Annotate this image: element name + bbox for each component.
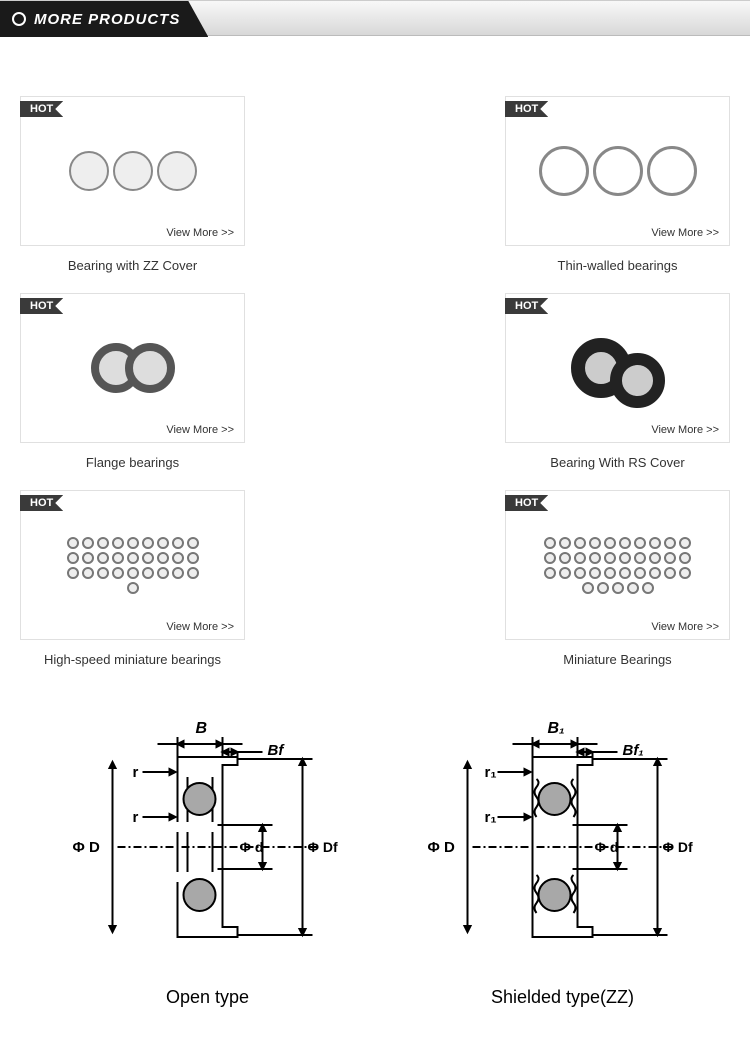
product-image-box[interactable]: HOT View More >> <box>505 96 730 246</box>
header-tab: MORE PRODUCTS <box>0 1 208 37</box>
diagram-open-type: B Bf r r Φ D Φ d Φ Df Open type <box>40 717 375 1008</box>
product-card: HOT View More >> Bearing With RS Cover <box>505 293 730 470</box>
label-B: B <box>196 720 208 737</box>
view-more-link[interactable]: View More >> <box>166 424 234 436</box>
diagram-shielded-type: B₁ Bf₁ r₁ r₁ Φ D Φ d Φ Df Shielded type(… <box>395 717 730 1008</box>
product-thumb <box>538 537 698 594</box>
product-card: HOT View More >> Miniature Bearings <box>505 490 730 667</box>
view-more-link[interactable]: View More >> <box>166 621 234 633</box>
product-image-box[interactable]: HOT View More >> <box>505 293 730 443</box>
diagram-row: B Bf r r Φ D Φ d Φ Df Open type <box>0 687 750 1038</box>
view-more-link[interactable]: View More >> <box>651 621 719 633</box>
product-image-box[interactable]: HOT View More >> <box>20 490 245 640</box>
label-d: Φ d <box>240 839 264 855</box>
product-thumb <box>91 343 175 393</box>
product-image-box[interactable]: HOT View More >> <box>505 490 730 640</box>
product-image-box[interactable]: HOT View More >> <box>20 293 245 443</box>
label-r-top: r <box>133 764 139 781</box>
product-thumb <box>571 328 665 408</box>
product-thumb <box>63 537 203 594</box>
product-card: HOT View More >> Bearing with ZZ Cover <box>20 96 245 273</box>
view-more-link[interactable]: View More >> <box>651 424 719 436</box>
label-Bf: Bf₁ <box>623 742 644 759</box>
label-B: B₁ <box>548 720 565 737</box>
product-caption: Thin-walled bearings <box>558 258 678 273</box>
hot-badge: HOT <box>505 298 548 314</box>
hot-badge: HOT <box>20 101 63 117</box>
label-D: Φ D <box>428 839 455 856</box>
hot-badge: HOT <box>20 298 63 314</box>
product-caption: Bearing with ZZ Cover <box>68 258 197 273</box>
open-type-svg: B Bf r r Φ D Φ d Φ Df <box>40 717 375 977</box>
product-thumb <box>539 146 697 196</box>
product-caption: Miniature Bearings <box>563 652 671 667</box>
hot-badge: HOT <box>20 495 63 511</box>
product-card: HOT View More >> Thin-walled bearings <box>505 96 730 273</box>
product-thumb <box>69 151 197 191</box>
hot-badge: HOT <box>505 495 548 511</box>
label-r-top: r₁ <box>485 764 497 781</box>
label-Df: Φ Df <box>308 839 338 855</box>
product-caption: Bearing With RS Cover <box>550 455 684 470</box>
label-D: Φ D <box>73 839 100 856</box>
view-more-link[interactable]: View More >> <box>651 227 719 239</box>
label-Bf: Bf <box>268 742 286 759</box>
ring-icon <box>12 12 26 26</box>
label-d: Φ d <box>595 839 619 855</box>
diagram-caption: Open type <box>166 987 249 1008</box>
label-r-bot: r <box>133 809 139 826</box>
product-image-box[interactable]: HOT View More >> <box>20 96 245 246</box>
product-caption: High-speed miniature bearings <box>44 652 221 667</box>
label-r-bot: r₁ <box>485 809 497 826</box>
section-header: MORE PRODUCTS <box>0 0 750 36</box>
header-title: MORE PRODUCTS <box>34 11 180 28</box>
hot-badge: HOT <box>505 101 548 117</box>
product-card: HOT View More >> High-speed miniature be… <box>20 490 245 667</box>
product-caption: Flange bearings <box>86 455 179 470</box>
product-grid: HOT View More >> Bearing with ZZ Cover H… <box>0 36 750 687</box>
view-more-link[interactable]: View More >> <box>166 227 234 239</box>
shielded-type-svg: B₁ Bf₁ r₁ r₁ Φ D Φ d Φ Df <box>395 717 730 977</box>
product-card: HOT View More >> Flange bearings <box>20 293 245 470</box>
diagram-caption: Shielded type(ZZ) <box>491 987 634 1008</box>
label-Df: Φ Df <box>663 839 693 855</box>
